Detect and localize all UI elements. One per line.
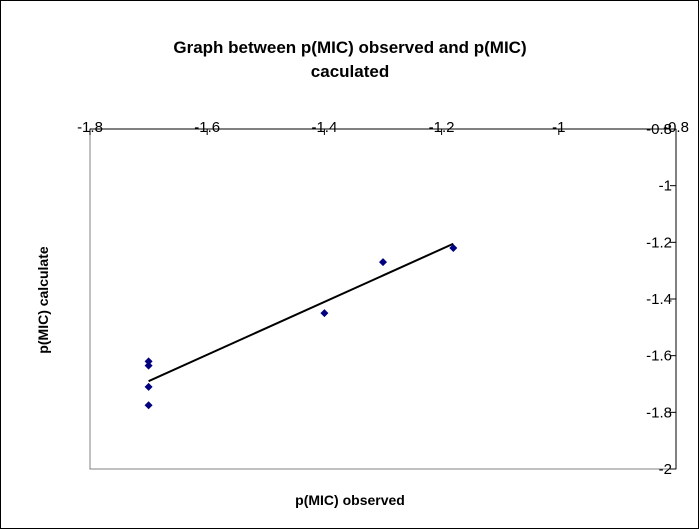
y-tick-label: -1.4 [646, 291, 672, 308]
data-point [144, 357, 153, 366]
y-tick-label: -1 [659, 178, 672, 195]
plot-area [89, 128, 677, 470]
data-point [144, 382, 153, 391]
y-tick-label: -1.8 [646, 404, 672, 421]
data-point [320, 309, 329, 318]
y-tick-label: -1.2 [646, 234, 672, 251]
x-tick-label: -0.8 [663, 119, 689, 136]
data-point [144, 401, 153, 410]
data-point [449, 244, 458, 252]
x-tick-label: -1.6 [194, 119, 220, 136]
x-tick-label: -1.2 [429, 119, 455, 136]
x-tick-label: -1.8 [77, 119, 103, 136]
data-point [379, 258, 387, 267]
y-axis-label: p(MIC) calculate [35, 246, 51, 354]
chart-title-line1: Graph between p(MIC) observed and p(MIC) [173, 38, 527, 57]
y-tick-label: -0.8 [646, 121, 672, 138]
chart-title-line2: caculated [310, 62, 390, 81]
x-tick-label: -1 [552, 119, 565, 136]
x-axis-label: p(MIC) observed [295, 492, 405, 508]
x-tick-label: -1.4 [311, 119, 337, 136]
y-tick-label: -2 [659, 461, 672, 478]
trendline [148, 242, 454, 383]
data-point [144, 361, 153, 370]
y-tick-label: -1.6 [646, 348, 672, 365]
